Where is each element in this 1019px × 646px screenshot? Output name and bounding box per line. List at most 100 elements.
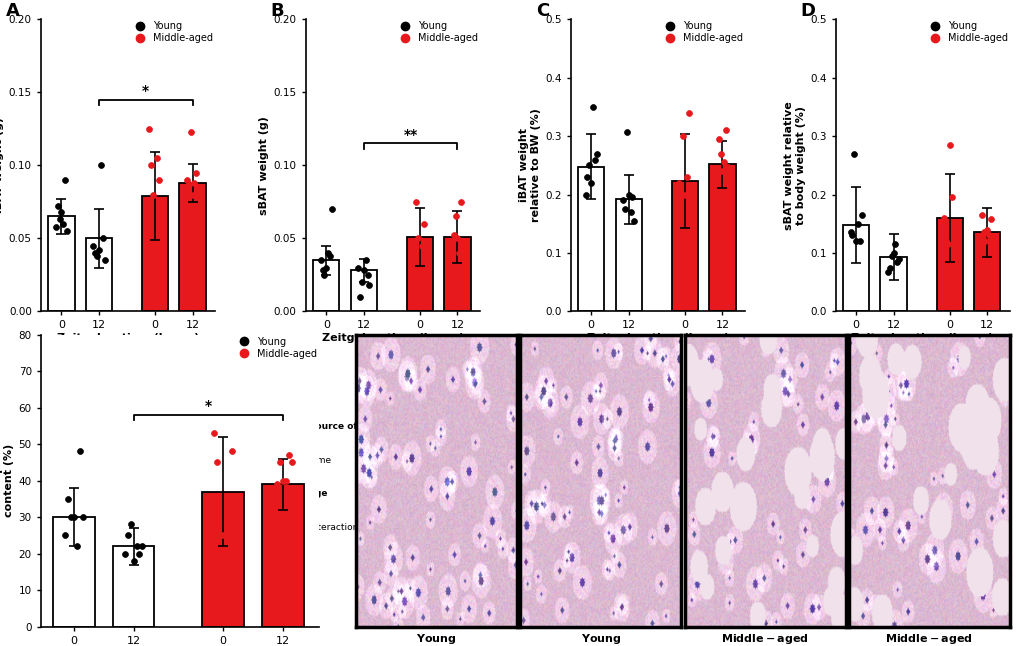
Point — [583, 178, 599, 188]
Point — [708, 166, 725, 176]
Point — [588, 149, 604, 159]
Point — [408, 196, 424, 207]
Point — [51, 214, 67, 225]
Point — [445, 230, 462, 240]
Text: Source of Variation: Source of Variation — [44, 422, 142, 432]
Point — [153, 211, 169, 222]
Point — [847, 236, 863, 246]
Text: Time: Time — [44, 456, 66, 465]
Point — [853, 210, 869, 220]
Point — [322, 251, 338, 261]
Y-axis label: iBAT weight
relative to BW (%): iBAT weight relative to BW (%) — [519, 109, 540, 222]
Text: P value: P value — [701, 422, 738, 432]
Text: 0.004: 0.004 — [171, 490, 200, 499]
Point — [352, 291, 368, 302]
Text: Age: Age — [574, 490, 591, 499]
Bar — [262, 484, 304, 627]
Point — [224, 446, 240, 457]
Point — [887, 239, 903, 249]
Point — [151, 175, 167, 185]
Point — [48, 222, 64, 232]
Point — [59, 226, 75, 236]
Point — [982, 214, 999, 224]
Point — [844, 230, 860, 240]
Point — [206, 428, 222, 439]
Point — [972, 210, 988, 220]
Point — [125, 556, 142, 566]
Text: Interaction: Interaction — [574, 523, 623, 532]
Point — [53, 207, 69, 217]
Point — [212, 556, 228, 566]
Point — [889, 256, 905, 267]
Point — [945, 218, 961, 229]
Text: P value: P value — [436, 422, 474, 432]
Point — [361, 280, 377, 290]
Point — [209, 457, 225, 468]
X-axis label: $\bf{Middle-aged}$
$\it{Zeitgeber}$ $\bf{Time\ 12}$: $\bf{Middle-aged}$ $\it{Zeitgeber}$ $\bf… — [874, 632, 982, 646]
X-axis label: $\bf{Young}$
$\it{Zeitgeber}$ $\bf{Time\ 12}$: $\bf{Young}$ $\it{Zeitgeber}$ $\bf{Time\… — [546, 632, 654, 646]
Point — [87, 248, 103, 258]
Point — [412, 277, 428, 287]
Point — [122, 519, 139, 530]
Point — [116, 548, 132, 559]
Point — [119, 530, 136, 541]
Point — [626, 216, 642, 226]
Y-axis label: iBAT weight (g): iBAT weight (g) — [0, 118, 4, 213]
Text: Time: Time — [839, 456, 860, 465]
Y-axis label: sBAT weight (g): sBAT weight (g) — [259, 116, 269, 214]
Point — [318, 262, 334, 273]
Text: A: A — [6, 2, 19, 20]
Bar — [407, 237, 433, 311]
Point — [584, 102, 600, 112]
Point — [56, 530, 72, 541]
Bar — [86, 238, 112, 311]
Text: *: * — [205, 399, 212, 413]
Bar — [578, 167, 603, 311]
Point — [938, 239, 955, 249]
Bar — [112, 547, 154, 627]
Text: Interaction: Interaction — [44, 523, 94, 532]
Point — [417, 251, 433, 261]
Point — [880, 262, 897, 273]
Point — [187, 167, 204, 178]
Bar — [444, 237, 470, 311]
Point — [941, 140, 957, 150]
Point — [675, 131, 691, 141]
Point — [410, 233, 426, 244]
Text: P value: P value — [171, 422, 209, 432]
Point — [96, 255, 112, 266]
Point — [616, 204, 633, 214]
Point — [186, 178, 203, 188]
Point — [717, 125, 734, 136]
Bar — [142, 196, 168, 311]
Text: P value: P value — [965, 422, 1003, 432]
Point — [884, 248, 901, 258]
Point — [95, 233, 111, 244]
Text: 0.467: 0.467 — [701, 490, 727, 499]
Point — [182, 127, 199, 137]
Text: 0.076: 0.076 — [965, 456, 991, 465]
Point — [443, 240, 460, 251]
Bar — [351, 271, 377, 311]
Point — [65, 512, 82, 523]
Text: 0.477: 0.477 — [965, 523, 991, 532]
Point — [671, 178, 687, 188]
Point — [74, 512, 91, 523]
Text: 0.216: 0.216 — [436, 456, 462, 465]
Bar — [202, 492, 244, 627]
Point — [218, 548, 234, 559]
Text: Age: Age — [44, 490, 64, 499]
Point — [980, 230, 997, 240]
Text: C: C — [535, 2, 548, 20]
Point — [143, 160, 159, 171]
Point — [974, 227, 990, 238]
Point — [93, 160, 109, 171]
Point — [85, 240, 101, 251]
Point — [89, 251, 105, 261]
Bar — [935, 218, 962, 311]
Point — [280, 450, 297, 460]
Text: Source of Variation: Source of Variation — [309, 422, 407, 432]
Point — [180, 179, 197, 189]
Point — [71, 446, 88, 457]
Point — [415, 218, 431, 229]
